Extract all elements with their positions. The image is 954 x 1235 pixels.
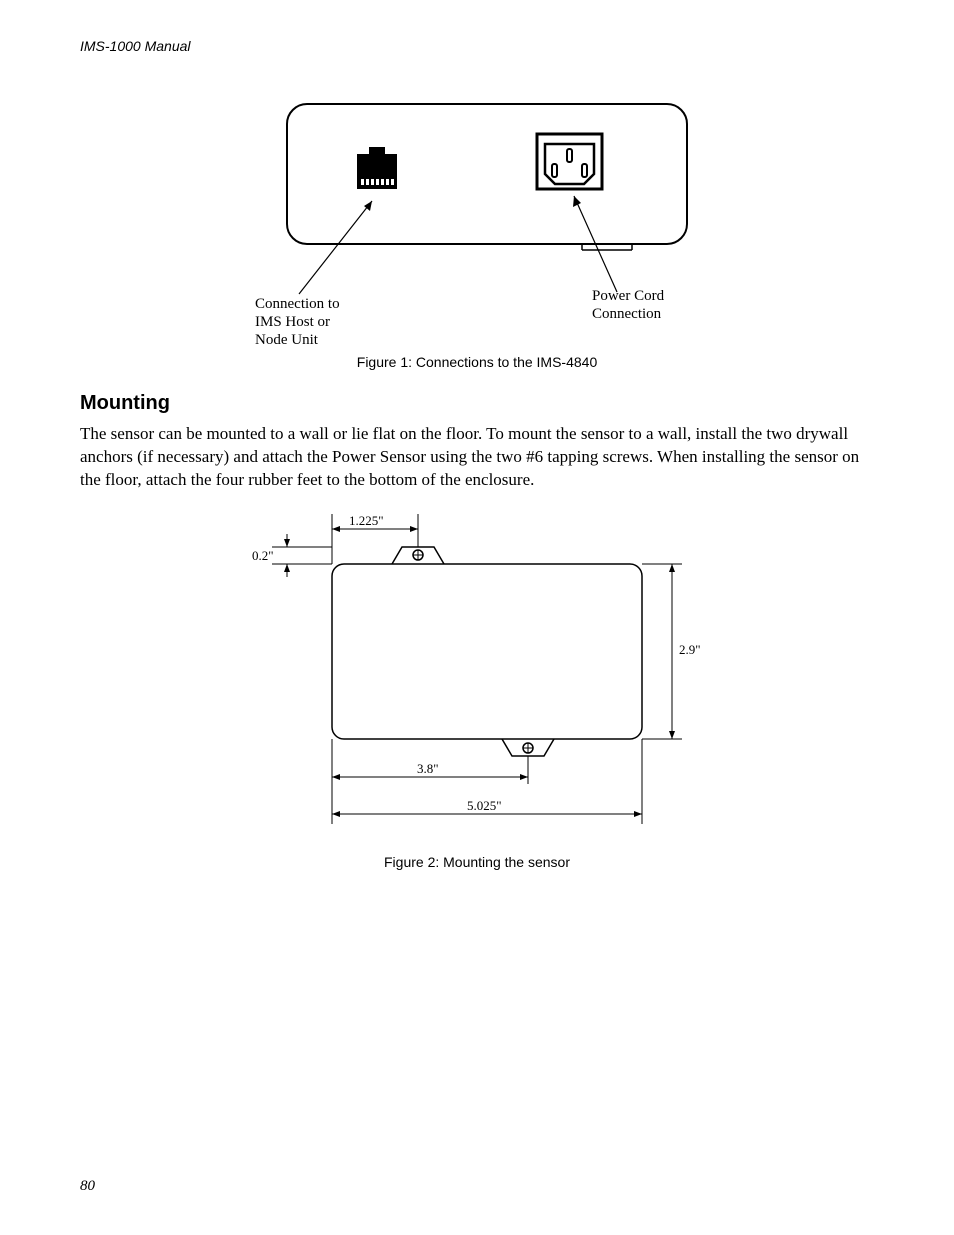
svg-text:1.225": 1.225"	[349, 513, 384, 528]
svg-text:Power Cord: Power Cord	[592, 288, 665, 304]
figure-1-caption: Figure 1: Connections to the IMS-4840	[80, 354, 874, 370]
svg-text:Connection to: Connection to	[255, 296, 340, 312]
svg-text:5.025": 5.025"	[467, 798, 502, 813]
svg-text:Connection: Connection	[592, 306, 662, 322]
svg-text:0.2": 0.2"	[252, 548, 274, 563]
figure-2-caption: Figure 2: Mounting the sensor	[80, 854, 874, 870]
svg-text:Node Unit: Node Unit	[255, 332, 319, 344]
figure-2-container: 1.225" 0.2" 2.9" 3.8" 5.025" Figure 2: M…	[80, 504, 874, 870]
svg-text:2.9": 2.9"	[679, 642, 701, 657]
manual-header: IMS-1000 Manual	[80, 38, 874, 54]
svg-text:3.8": 3.8"	[417, 761, 439, 776]
mounting-paragraph: The sensor can be mounted to a wall or l…	[80, 423, 874, 492]
page-number: 80	[80, 1178, 95, 1195]
svg-text:IMS Host or: IMS Host or	[255, 314, 330, 330]
figure-2-diagram: 1.225" 0.2" 2.9" 3.8" 5.025"	[242, 504, 712, 844]
figure-1-diagram: Connection to IMS Host or Node Unit Powe…	[237, 94, 717, 344]
figure-1-container: Connection to IMS Host or Node Unit Powe…	[80, 94, 874, 370]
mounting-heading: Mounting	[80, 392, 874, 415]
